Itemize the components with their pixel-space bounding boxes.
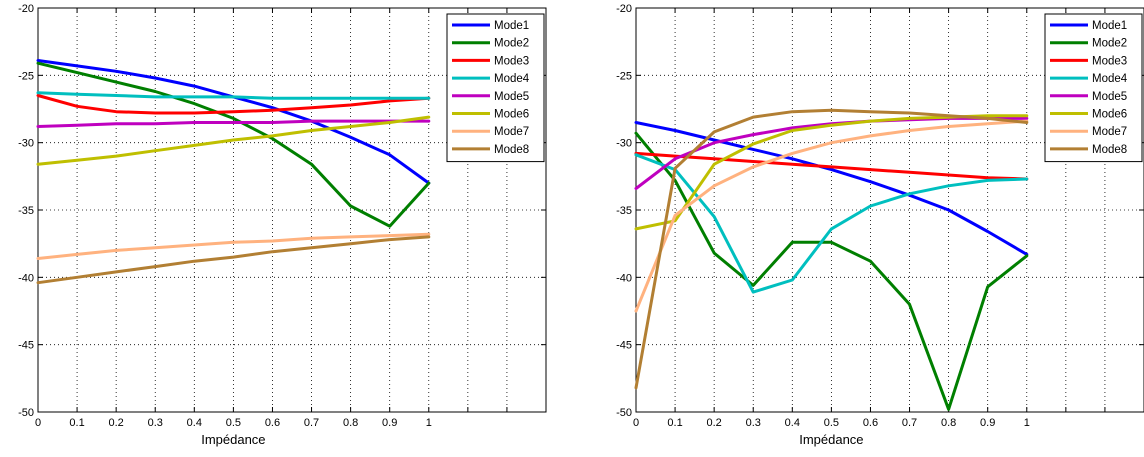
series-line-mode5 <box>36 119 431 128</box>
chart-panel-2: 0 0.1 0.2 0.3 0.4 0.5 0.6 0.7 0.8 0.9 1 -20 -25 -30 -3… <box>616 3 1144 447</box>
x-tick-label: 0.2 <box>707 417 722 429</box>
x-tick-label: 0.9 <box>980 417 995 429</box>
legend-label: Mode6 <box>494 109 529 121</box>
y-tick-label: -40 <box>18 272 34 284</box>
y-tick-label: -40 <box>616 272 632 284</box>
series-line-mode3 <box>36 94 431 115</box>
series-line-mode8 <box>634 108 1029 390</box>
series-line-mode3 <box>634 151 1029 181</box>
series-line-mode8 <box>36 235 431 285</box>
legend-box <box>1044 13 1143 163</box>
x-tick-label: 0.8 <box>941 417 956 429</box>
series-line-mode7 <box>634 119 1029 313</box>
series-line-mode7 <box>36 232 431 260</box>
y-tick-label: -35 <box>616 205 632 217</box>
x-tick-label: 0.7 <box>304 417 319 429</box>
legend-label: Mode8 <box>1092 144 1127 156</box>
x-tick-label: 0.6 <box>265 417 280 429</box>
legend-label: Mode7 <box>494 126 529 138</box>
legend-label: Mode7 <box>1092 126 1127 138</box>
x-tick-label: 0.8 <box>343 417 358 429</box>
legend-label: Mode5 <box>1092 91 1127 103</box>
series-line-mode1 <box>634 121 1029 256</box>
x-tick-label: 0 <box>35 417 41 429</box>
legend-label: Mode2 <box>1092 38 1127 50</box>
chart-panel-1: 0 0.1 0.2 0.3 0.4 0.5 0.6 0.7 0.8 0.9 1 -20 -25 -30 -3… <box>18 3 547 447</box>
legend-label: Mode2 <box>494 38 529 50</box>
series-line-mode2 <box>36 61 431 228</box>
y-tick-label: -30 <box>18 138 34 150</box>
x-axis-label: Impédance <box>799 432 863 447</box>
y-tick-label: -45 <box>616 340 632 352</box>
x-tick-label: 0.3 <box>148 417 163 429</box>
x-tick-label: 0.9 <box>382 417 397 429</box>
x-tick-label: 1 <box>426 417 432 429</box>
x-tick-label: 0.4 <box>785 417 800 429</box>
x-tick-label: 0.1 <box>667 417 682 429</box>
y-tick-label: -35 <box>18 205 34 217</box>
legend-label: Mode5 <box>494 91 529 103</box>
legend-label: Mode3 <box>494 55 529 67</box>
series-line-mode4 <box>36 91 431 100</box>
x-tick-label: 0.2 <box>109 417 124 429</box>
series-line-mode2 <box>634 131 1029 411</box>
legend: Mode1 Mode2 Mode3 Mode4 Mode5 Mode6 Mode7 Mode8 <box>1044 13 1143 163</box>
legend-label: Mode3 <box>1092 55 1127 67</box>
y-tick-label: -50 <box>616 407 632 419</box>
legend: Mode1 Mode2 Mode3 Mode4 Mode5 Mode6 Mode7 Mode8 <box>446 13 545 163</box>
x-tick-label: 0.1 <box>69 417 84 429</box>
legend-label: Mode1 <box>1092 20 1127 32</box>
x-tick-label: 0.7 <box>902 417 917 429</box>
y-tick-label: -30 <box>616 138 632 150</box>
x-axis-label: Impédance <box>201 432 265 447</box>
legend-box <box>446 13 545 163</box>
legend-label: Mode1 <box>494 20 529 32</box>
x-tick-label: 0.3 <box>746 417 761 429</box>
series-line-mode6 <box>36 115 431 166</box>
x-tick-label: 0.6 <box>863 417 878 429</box>
x-tick-label: 0 <box>633 417 639 429</box>
legend-label: Mode8 <box>494 144 529 156</box>
y-tick-label: -45 <box>18 340 34 352</box>
y-tick-label: -20 <box>616 3 632 15</box>
legend-label: Mode6 <box>1092 109 1127 121</box>
y-tick-label: -20 <box>18 3 34 15</box>
y-tick-label: -25 <box>18 70 34 82</box>
x-tick-label: 1 <box>1024 417 1030 429</box>
x-tick-label: 0.4 <box>187 417 202 429</box>
x-tick-label: 0.5 <box>824 417 839 429</box>
legend-label: Mode4 <box>494 73 530 85</box>
y-tick-label: -50 <box>18 407 34 419</box>
series-line-mode4 <box>634 153 1029 294</box>
legend-label: Mode4 <box>1092 73 1128 85</box>
y-tick-label: -25 <box>616 70 632 82</box>
x-tick-label: 0.5 <box>226 417 241 429</box>
